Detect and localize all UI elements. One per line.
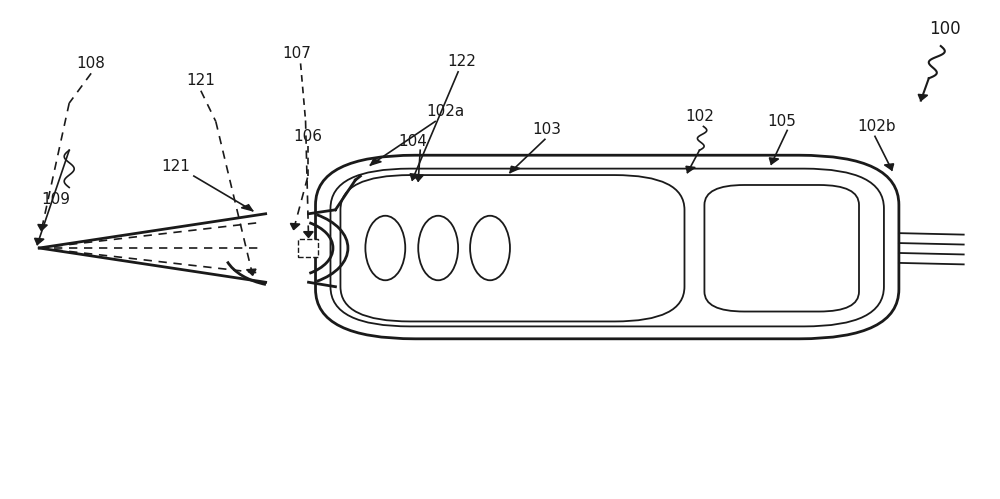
Text: 107: 107 (282, 46, 311, 61)
FancyBboxPatch shape (340, 175, 684, 321)
FancyBboxPatch shape (330, 169, 884, 326)
Polygon shape (370, 159, 381, 165)
Ellipse shape (365, 216, 405, 280)
Text: 108: 108 (77, 56, 106, 71)
Polygon shape (686, 166, 695, 173)
Text: 102: 102 (685, 109, 714, 124)
FancyBboxPatch shape (704, 185, 859, 311)
Text: 121: 121 (186, 73, 215, 88)
Polygon shape (918, 94, 928, 101)
Polygon shape (38, 225, 47, 231)
Ellipse shape (470, 216, 510, 280)
Text: 122: 122 (448, 54, 477, 69)
Text: 105: 105 (768, 114, 797, 129)
Polygon shape (884, 164, 894, 170)
FancyBboxPatch shape (316, 155, 899, 339)
Text: 103: 103 (532, 122, 561, 137)
Polygon shape (290, 224, 300, 230)
Polygon shape (35, 238, 44, 245)
Ellipse shape (418, 216, 458, 280)
Polygon shape (241, 205, 253, 211)
Text: 109: 109 (42, 193, 71, 208)
Text: 102b: 102b (858, 119, 896, 134)
Polygon shape (510, 166, 520, 173)
Text: 121: 121 (161, 159, 190, 174)
Bar (298, 239, 318, 257)
Text: 102a: 102a (426, 104, 464, 119)
Text: 100: 100 (929, 19, 961, 38)
Polygon shape (410, 174, 419, 180)
Text: 104: 104 (399, 134, 428, 149)
Polygon shape (304, 232, 313, 238)
Text: 106: 106 (293, 129, 322, 144)
Polygon shape (247, 269, 256, 275)
Polygon shape (769, 158, 779, 164)
Polygon shape (414, 175, 423, 181)
